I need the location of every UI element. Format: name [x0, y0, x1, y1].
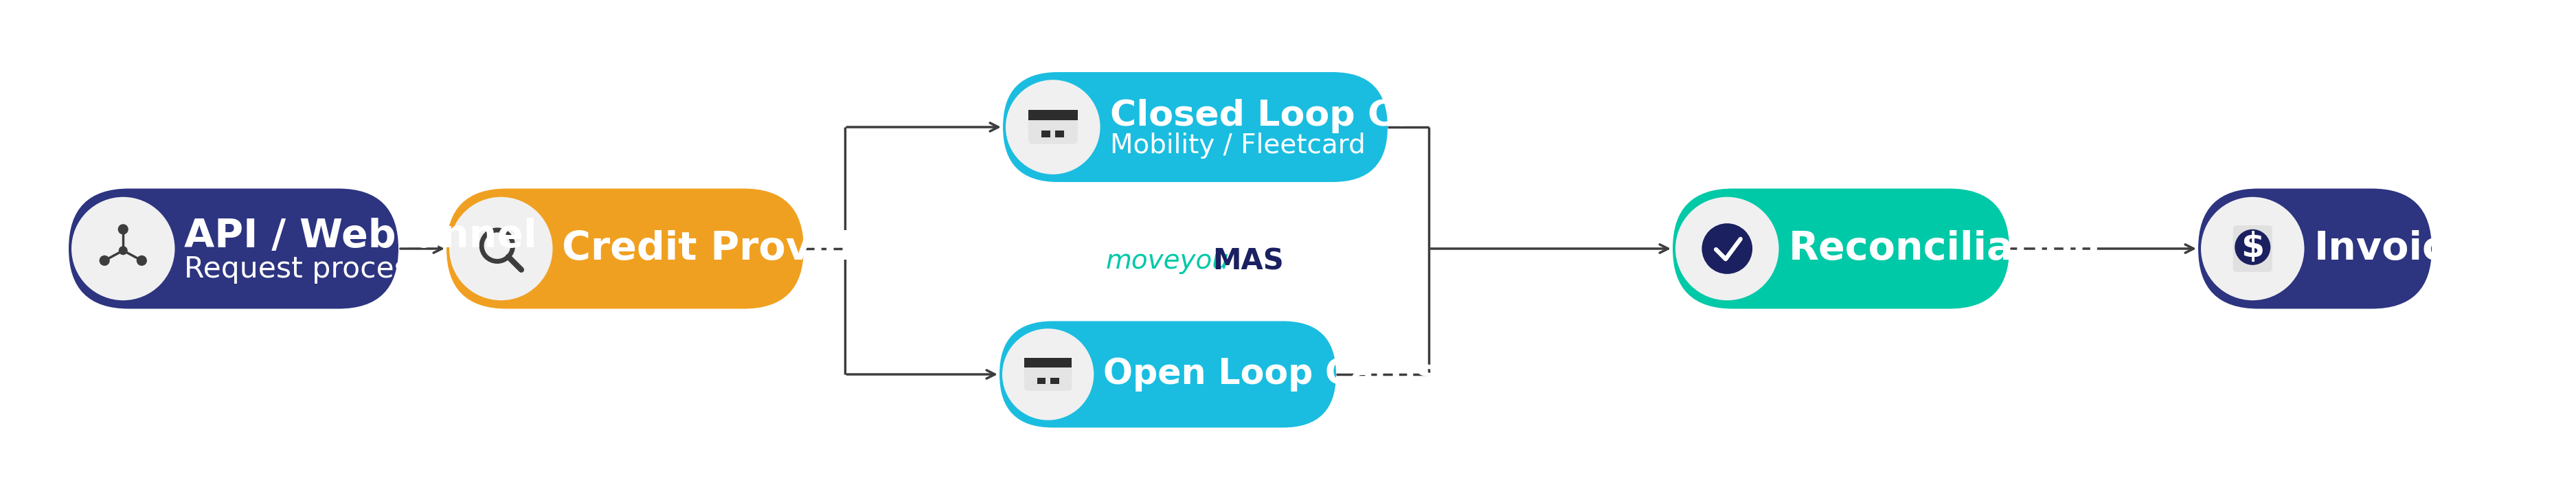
Text: Reconciliation: Reconciliation	[1788, 230, 2099, 267]
FancyBboxPatch shape	[70, 189, 399, 309]
Text: $: $	[2241, 231, 2264, 263]
Bar	[1038, 377, 1046, 384]
Text: MAS: MAS	[1213, 247, 1283, 275]
FancyBboxPatch shape	[2197, 189, 2432, 309]
Text: Open Loop Cards: Open Loop Cards	[1103, 357, 1437, 391]
Text: Request process: Request process	[185, 254, 425, 283]
Circle shape	[1703, 223, 1752, 274]
FancyBboxPatch shape	[999, 321, 1337, 428]
FancyBboxPatch shape	[2233, 226, 2272, 272]
Bar	[1041, 130, 1051, 137]
Text: Closed Loop Cards: Closed Loop Cards	[1110, 99, 1484, 133]
Text: moveyou: moveyou	[1105, 248, 1229, 274]
Circle shape	[72, 197, 175, 300]
Circle shape	[118, 246, 129, 255]
Bar	[1051, 377, 1059, 384]
FancyBboxPatch shape	[1028, 110, 1077, 144]
Text: Mobility / Fleetcard: Mobility / Fleetcard	[1110, 132, 1365, 159]
Bar	[1028, 110, 1077, 121]
Bar	[1056, 130, 1064, 137]
FancyBboxPatch shape	[446, 189, 804, 309]
FancyBboxPatch shape	[1025, 358, 1072, 391]
Text: Invoicing: Invoicing	[2313, 230, 2514, 267]
Circle shape	[448, 197, 554, 300]
Circle shape	[100, 255, 111, 266]
Bar	[1025, 358, 1072, 368]
Text: Credit Provider Check: Credit Provider Check	[562, 230, 1046, 267]
FancyBboxPatch shape	[1672, 189, 2009, 309]
Circle shape	[137, 255, 147, 266]
Circle shape	[2200, 197, 2306, 300]
Circle shape	[118, 224, 129, 235]
Circle shape	[1005, 80, 1100, 174]
Circle shape	[1002, 329, 1095, 420]
Text: API / Webfunnel: API / Webfunnel	[185, 218, 538, 255]
Circle shape	[1674, 197, 1780, 300]
Circle shape	[2236, 229, 2269, 265]
FancyBboxPatch shape	[1002, 72, 1388, 182]
